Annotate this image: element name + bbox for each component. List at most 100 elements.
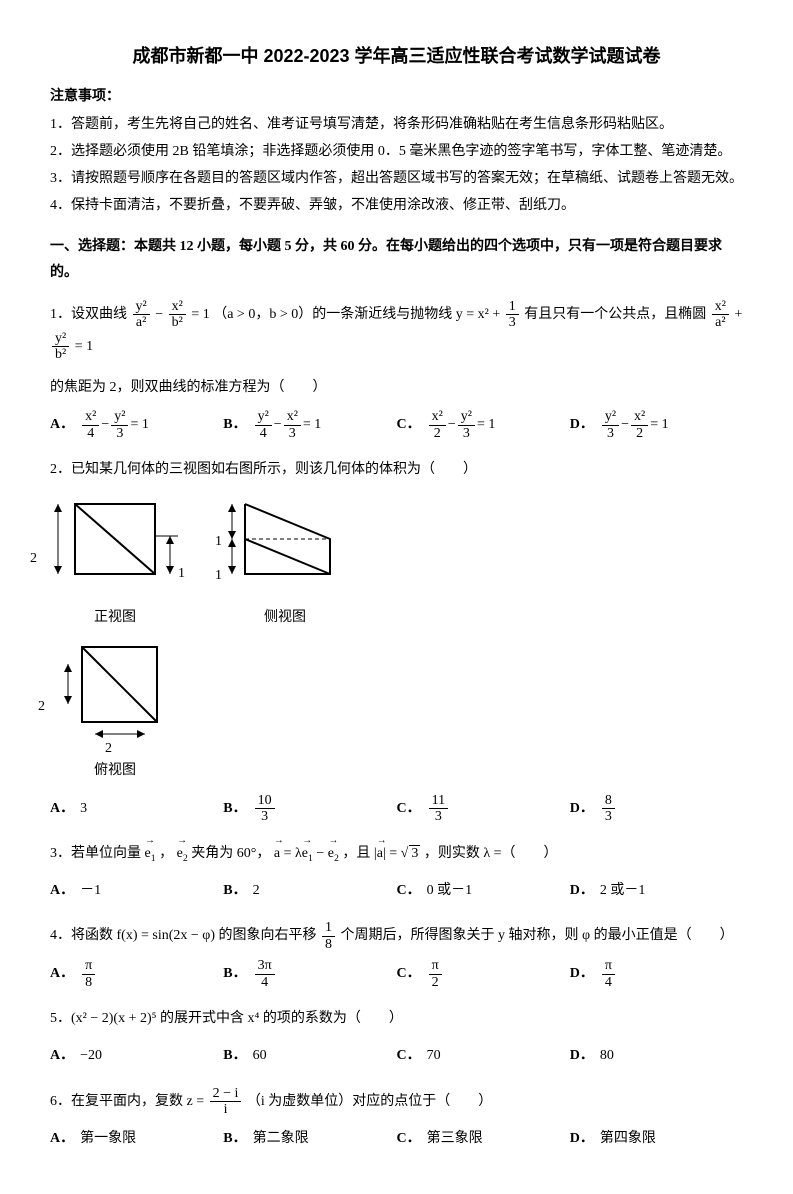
question-3: 3．若单位向量 e1 ， e2 夹角为 60°， a = λe1 − e2 ，且…	[50, 839, 743, 907]
q6d: 第四象限	[600, 1124, 656, 1155]
top-dim-2b: 2	[105, 734, 112, 765]
q5-ld: D．	[570, 1041, 594, 1072]
q3-mid4: ，则实数 λ =（ ）	[424, 846, 558, 861]
q2-text: 2．已知某几何体的三视图如右图所示，则该几何体的体积为（ ）	[50, 455, 743, 486]
q6-lc: C．	[397, 1124, 421, 1155]
q3-la: A．	[50, 876, 74, 907]
q5-opt-b[interactable]: B．60	[223, 1041, 396, 1072]
note-3: 3．请按照题号顺序在各题目的答题区域内作答，超出答题区域书写的答案无效；在草稿纸…	[50, 166, 743, 191]
q3-opt-d[interactable]: D．2 或－1	[570, 876, 743, 907]
q2-label-d: D．	[570, 794, 594, 825]
q6-la: A．	[50, 1124, 74, 1155]
q4-opt-c[interactable]: C．π2	[397, 958, 570, 990]
q2-options: A． 3 B． 103 C． 113 D． 83	[50, 793, 743, 825]
vec-e1b: e1	[302, 839, 313, 870]
q1-mid2: 有且只有一个公共点，且椭圆	[524, 307, 710, 322]
q2d-den: 3	[602, 809, 615, 824]
q6-pre: 6．在复平面内，复数	[50, 1094, 187, 1109]
note-2: 2．选择题必须使用 2B 铅笔填涂；非选择题必须使用 0．5 毫米黑色字迹的签字…	[50, 139, 743, 164]
q1-parabola-frac: 13	[506, 299, 519, 331]
opt-label-b: B．	[223, 410, 246, 441]
q4-opt-d[interactable]: D． π4	[570, 958, 743, 990]
q6-opt-a[interactable]: A．第一象限	[50, 1124, 223, 1155]
q1-hyperbola-b: x²b²	[169, 299, 186, 331]
q2-label-a: A．	[50, 794, 74, 825]
q5-opt-d[interactable]: D．80	[570, 1041, 743, 1072]
q3-mid2: 夹角为 60°，	[191, 846, 270, 861]
q5-opt-c[interactable]: C．70	[397, 1041, 570, 1072]
q1-opt-c[interactable]: C． x²2 − y²3 = 1	[397, 409, 570, 441]
q4-opt-a[interactable]: A． π8	[50, 958, 223, 990]
q1-opt-a[interactable]: A． x²4 − y²3 = 1	[50, 409, 223, 441]
sqrt3: 3	[409, 845, 420, 861]
q5-opt-a[interactable]: A．−20	[50, 1041, 223, 1072]
front-dim-2: 2	[30, 544, 37, 575]
q5c: 70	[427, 1041, 441, 1072]
vec-e2b: e2	[328, 839, 339, 870]
vec-a: a	[274, 839, 280, 870]
vec-e2: e2	[177, 839, 188, 870]
question-2: 2．已知某几何体的三视图如右图所示，则该几何体的体积为（ ） 2 1 正视图	[50, 455, 743, 825]
q4-ld: D．	[570, 959, 594, 990]
q5-options: A．−20 B．60 C．70 D．80	[50, 1041, 743, 1072]
opt-label-a: A．	[50, 410, 74, 441]
q4bd: 4	[255, 975, 275, 990]
q5b: 60	[253, 1041, 267, 1072]
q4-lb: B．	[223, 959, 246, 990]
q3-opt-b[interactable]: B．2	[223, 876, 396, 907]
q2-opt-d[interactable]: D． 83	[570, 793, 743, 825]
q4-la: A．	[50, 959, 74, 990]
q5-text: 5．(x² − 2)(x + 2)⁵ 的展开式中含 x⁴ 的项的系数为（ ）	[50, 1004, 743, 1035]
q2-opt-a[interactable]: A． 3	[50, 793, 223, 825]
q4-options: A．π8 B．3π4 C．π2 D．π4	[50, 958, 743, 990]
q1-opt-d[interactable]: D． y²3 − x²2 = 1	[570, 409, 743, 441]
q3-opt-a[interactable]: A．－1	[50, 876, 223, 907]
q3-opt-c[interactable]: C．0 或－1	[397, 876, 570, 907]
q4-num: 1	[322, 920, 335, 936]
q1-mid1: （a > 0，b > 0）的一条渐近线与抛物线	[213, 307, 456, 322]
q6-lb: B．	[223, 1124, 246, 1155]
note-1: 1．答题前，考生先将自己的姓名、准考证号填写清楚，将条形码准确粘贴在考生信息条形…	[50, 112, 743, 137]
q1-pre: 1．设双曲线	[50, 307, 131, 322]
q2-label-b: B．	[223, 794, 246, 825]
q6-opt-b[interactable]: B．第二象限	[223, 1124, 396, 1155]
q3-options: A．－1 B．2 C．0 或－1 D．2 或－1	[50, 876, 743, 907]
q5d: 80	[600, 1041, 614, 1072]
q4bn: 3π	[255, 958, 275, 974]
q6-opt-c[interactable]: C．第三象限	[397, 1124, 570, 1155]
notes-title: 注意事项：	[50, 84, 743, 109]
side-dim-1b: 1	[215, 561, 222, 592]
q6b: 第二象限	[253, 1124, 309, 1155]
q2b-den: 3	[255, 809, 275, 824]
q1-opt-b[interactable]: B． y²4 − x²3 = 1	[223, 409, 396, 441]
q4ad: 8	[82, 975, 95, 990]
q6-options: A．第一象限 B．第二象限 C．第三象限 D．第四象限	[50, 1124, 743, 1155]
q4-opt-b[interactable]: B． 3π4	[223, 958, 396, 990]
q2-opt-c[interactable]: C． 113	[397, 793, 570, 825]
q4dn: π	[602, 958, 615, 974]
q3-pre: 3．若单位向量	[50, 846, 141, 861]
q4-den: 8	[322, 937, 335, 952]
opt-label-c: C．	[397, 410, 421, 441]
q6-opt-d[interactable]: D．第四象限	[570, 1124, 743, 1155]
q4dd: 4	[602, 975, 615, 990]
q2-opt-b[interactable]: B． 103	[223, 793, 396, 825]
q3-mid3: ，且	[342, 846, 374, 861]
q3-ld: D．	[570, 876, 594, 907]
side-label: 侧视图	[220, 603, 350, 634]
q2-opt-a-val: 3	[80, 794, 87, 825]
q6a: 第一象限	[80, 1124, 136, 1155]
top-dim-2a: 2	[38, 692, 45, 723]
q5-lc: C．	[397, 1041, 421, 1072]
question-4: 4．将函数 f(x) = sin(2x − φ) 的图象向右平移 18 个周期后…	[50, 920, 743, 990]
q4an: π	[82, 958, 95, 974]
top-view-svg	[60, 639, 170, 739]
q1-tail: 的焦距为 2，则双曲线的标准方程为（ ）	[50, 373, 743, 404]
q4-pre: 4．将函数 f(x) = sin(2x − φ) 的图象向右平移	[50, 929, 320, 944]
q3c: 0 或－1	[427, 876, 473, 907]
q3a: －1	[80, 876, 101, 907]
top-view: 2 2 俯视图	[50, 639, 180, 787]
front-dim-1: 1	[178, 559, 185, 590]
q3-lb: B．	[223, 876, 246, 907]
q3-lc: C．	[397, 876, 421, 907]
